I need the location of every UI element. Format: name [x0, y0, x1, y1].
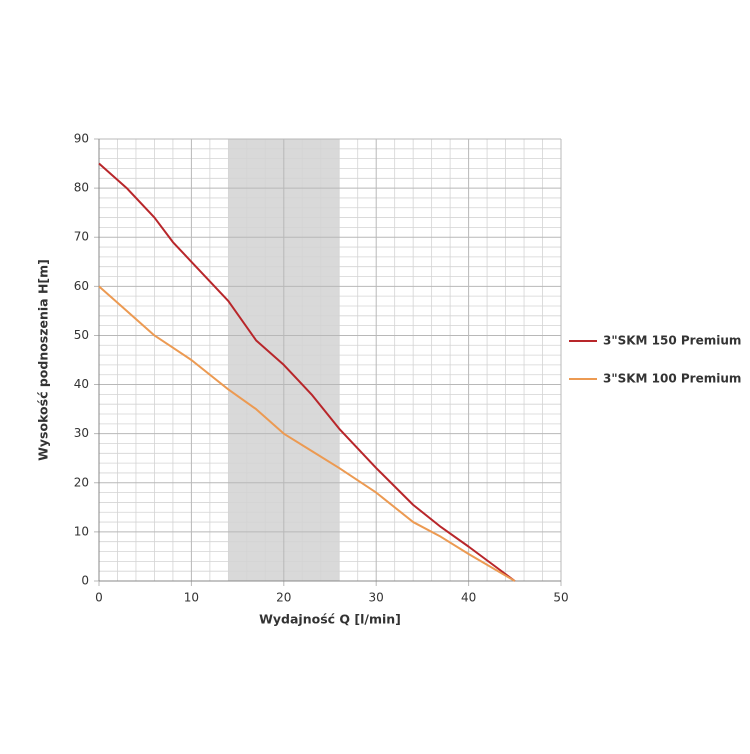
- y-tick-label: 0: [81, 574, 89, 588]
- legend-label: 3"SKM 150 Premium: [603, 334, 741, 348]
- y-tick-label: 50: [74, 328, 89, 342]
- y-tick-label: 30: [74, 426, 89, 440]
- series-line: [98, 162, 516, 582]
- x-tick-label: 50: [553, 591, 568, 605]
- y-tick-label: 60: [74, 279, 89, 293]
- x-tick-label: 20: [276, 591, 291, 605]
- x-tick-label: 0: [95, 591, 103, 605]
- x-tick-label: 40: [461, 591, 476, 605]
- y-axis-title: Wysokość podnoszenia H[m]: [36, 259, 51, 461]
- y-tick-label: 70: [74, 230, 89, 244]
- series-line: [98, 285, 516, 582]
- x-tick-label: 10: [184, 591, 199, 605]
- y-tick-label: 20: [74, 475, 89, 489]
- y-tick-label: 80: [74, 181, 89, 195]
- y-tick-label: 40: [74, 377, 89, 391]
- y-tick-label: 90: [74, 132, 89, 146]
- x-axis-title: Wydajność Q [l/min]: [259, 612, 401, 627]
- x-tick-label: 30: [369, 591, 384, 605]
- legend-label: 3"SKM 100 Premium: [603, 372, 741, 386]
- y-tick-label: 10: [74, 524, 89, 538]
